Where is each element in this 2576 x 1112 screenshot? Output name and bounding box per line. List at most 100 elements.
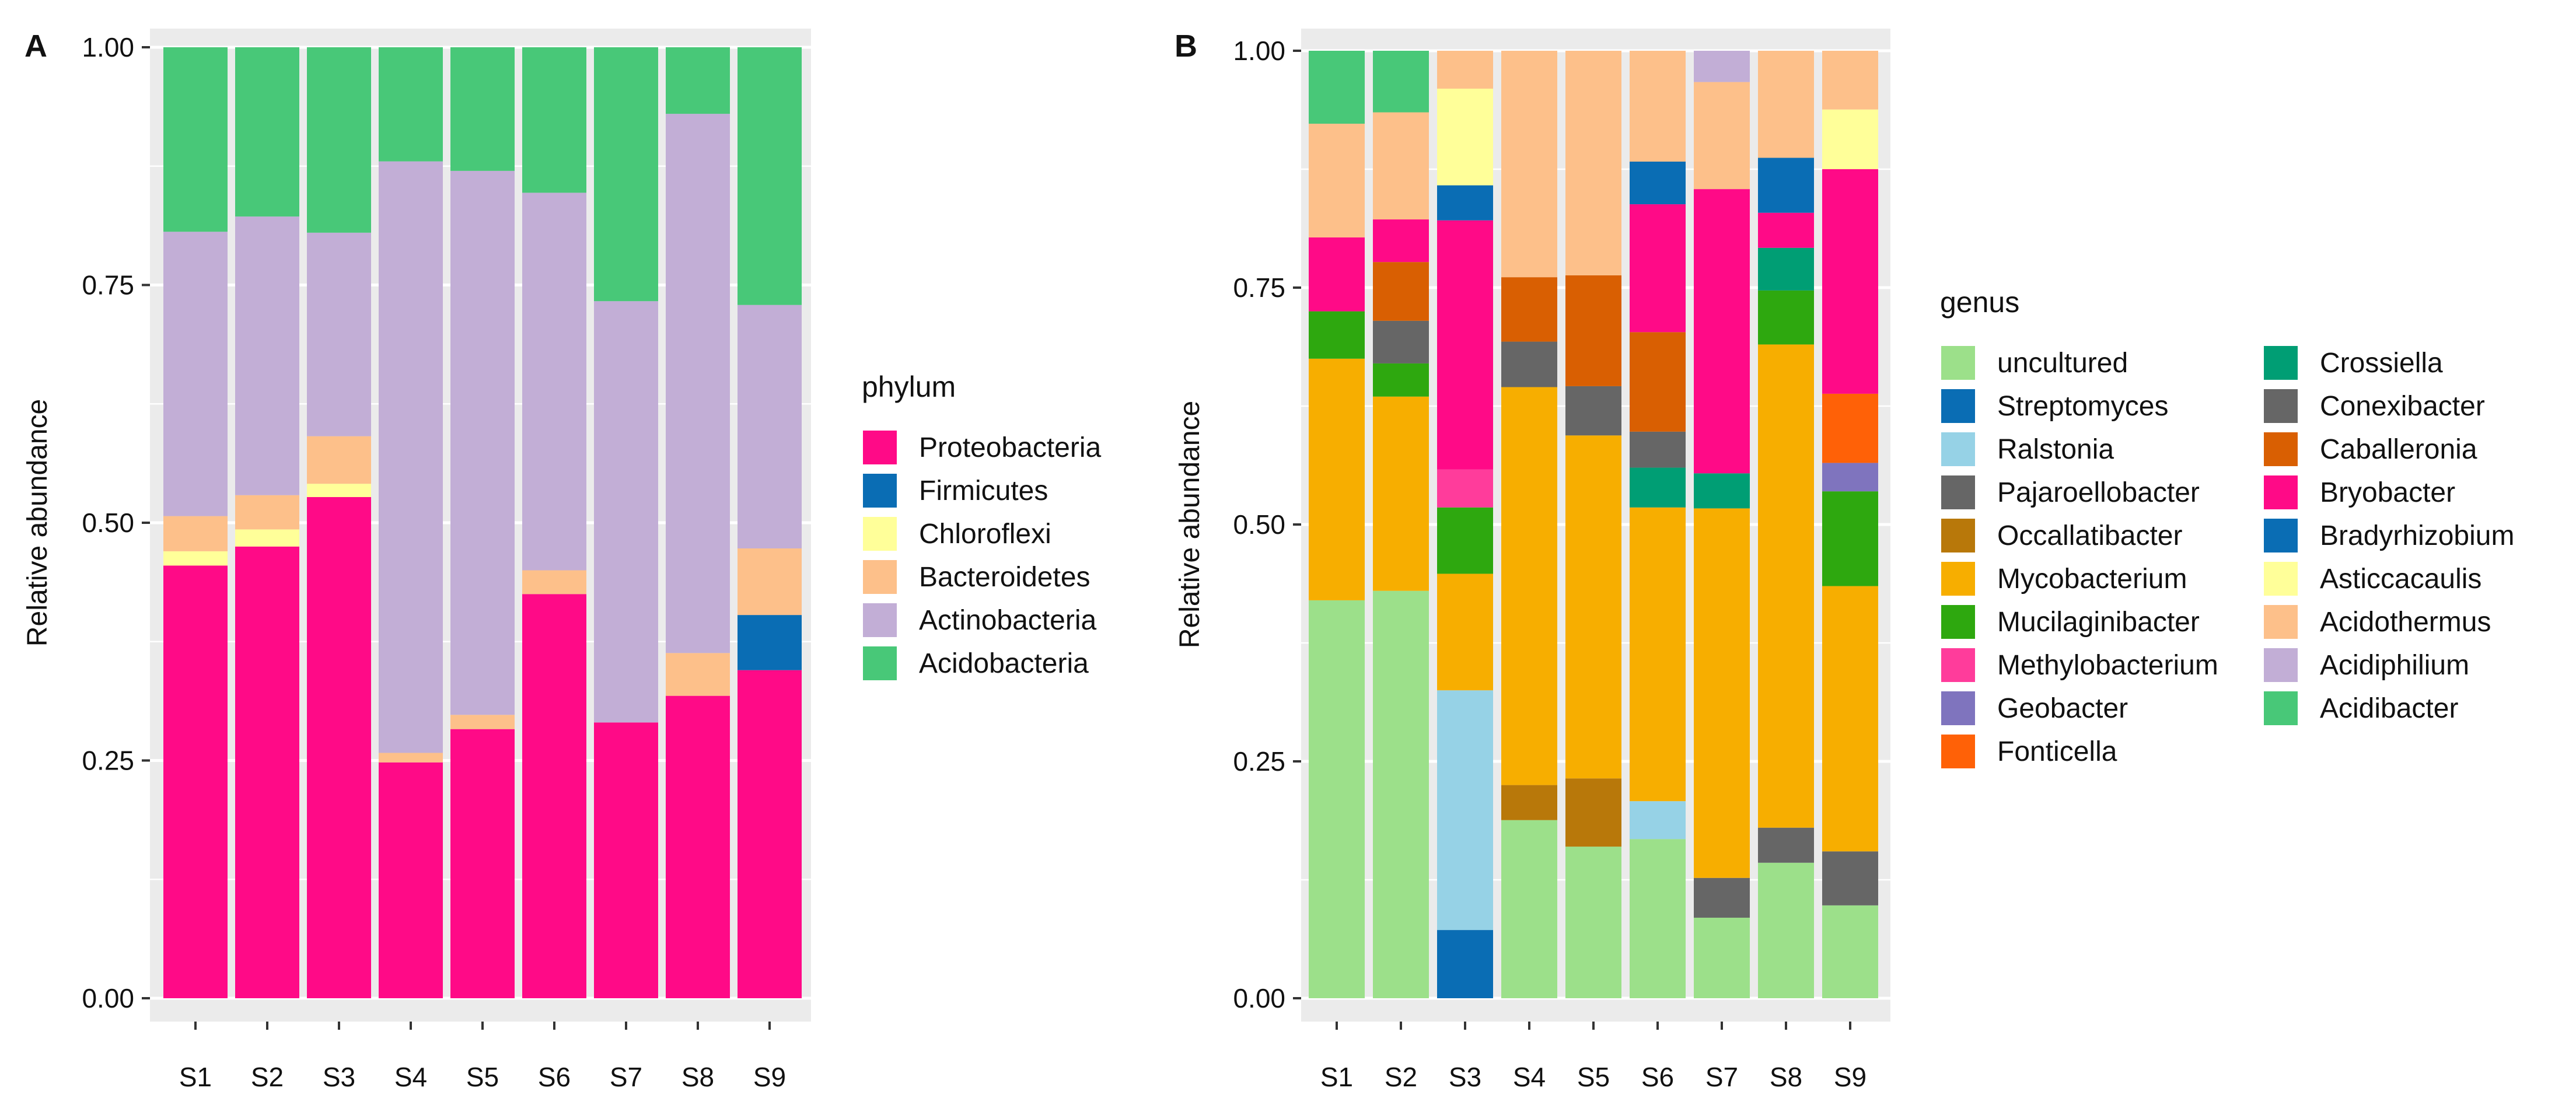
panel-a-bar-s2-chloroflexi	[235, 529, 299, 547]
panel-a-x-tick-label: S9	[753, 1062, 786, 1092]
panel-b-legend-label: Acidothermus	[2320, 607, 2491, 638]
panel-b-bar-s2-bryobacter	[1373, 219, 1429, 263]
panel-b-bar-s4-conexibacter	[1501, 341, 1557, 387]
panel-a-bar-s1-chloroflexi	[163, 551, 228, 566]
panel-b-x-tick-label: S4	[1513, 1062, 1546, 1092]
panel-b-bar-s8-mycobacterium	[1758, 344, 1814, 828]
panel-b-bar-s6-bryobacter	[1630, 204, 1686, 333]
panel-a-y-tick-label: 0.75	[82, 270, 134, 300]
panel-a-bar-s3-chloroflexi	[307, 484, 371, 497]
panel-b-y-axis-title: Relative abundance	[1175, 401, 1205, 648]
panel-a-label: A	[25, 29, 47, 64]
panel-b-chart: S1 S2 S3 S4 S5 S6 S7 S8 S9 0.00 0.25 0.50 0.75 1.00 Re…	[1175, 29, 2514, 1092]
panel-b-legend-label: Mycobacterium	[1997, 564, 2187, 595]
panel-b-bar-s3-methylobacterium	[1437, 469, 1493, 508]
panel-b-y-tick-label: 0.50	[1233, 509, 1285, 540]
panel-a-chart: S1 S2 S3 S4 S5 S6 S7 S8 S9 0.00 0.25 0.50 0.75 1.00 Re…	[22, 29, 1101, 1092]
panel-b-legend-swatch	[2264, 475, 2298, 509]
panel-b-legend-swatch	[1941, 735, 1975, 768]
panel-a-bar-s1-proteobacteria	[163, 565, 228, 998]
panel-a-bar-s2-acidobacteria	[235, 47, 299, 217]
panel-b-y-tick-label: 0.25	[1233, 746, 1285, 777]
panel-b-x-tick-label: S9	[1834, 1062, 1867, 1092]
panel-a-bar-s4-bacteroidetes	[379, 753, 443, 763]
panel-b-bar-s5-occallatibacter	[1565, 778, 1621, 847]
panel-b-bar-s9-geobacter	[1822, 463, 1878, 492]
panel-b-x-tick-label: S7	[1705, 1062, 1738, 1092]
panel-b-bar-s8-bryobacter	[1758, 212, 1814, 248]
panel-b-bar-s9-bryobacter	[1822, 169, 1878, 394]
panel-b-bar-s3-mycobacterium	[1437, 574, 1493, 691]
panel-b-legend-swatch	[1941, 346, 1975, 380]
panel-b-bar-s3-streptomyces	[1437, 930, 1493, 998]
panel-a-legend-swatch	[863, 474, 897, 508]
panel-a-legend-swatch	[863, 560, 897, 594]
panel-b-x-tick-label: S2	[1385, 1062, 1417, 1092]
panel-b-bar-s6-uncultured	[1630, 839, 1686, 998]
panel-a-bar-s6-proteobacteria	[522, 594, 586, 998]
panel-a-bar-s6-actinobacteria	[522, 193, 586, 571]
panel-a-bar-s2-actinobacteria	[235, 216, 299, 495]
panel-b-x-tick-label: S1	[1320, 1062, 1353, 1092]
panel-b-legend-swatch	[1941, 562, 1975, 596]
panel-b-bar-s2-acidothermus	[1373, 112, 1429, 220]
panel-b-bar-s7-acidiphilium	[1694, 51, 1750, 82]
panel-b-bar-s3-acidothermus	[1437, 51, 1493, 89]
panel-b-bar-s4-caballeronia	[1501, 277, 1557, 342]
panel-b-legend-swatch	[1941, 432, 1975, 466]
panel-a-legend-label: Firmicutes	[919, 475, 1048, 506]
panel-b-legend-label: Geobacter	[1997, 693, 2128, 724]
panel-a-bar-s7-actinobacteria	[594, 301, 658, 723]
panel-b-legend-swatch	[2264, 389, 2298, 423]
panel-b-bar-s3-bradyrhizobium	[1437, 185, 1493, 221]
panel-b-legend-swatch	[2264, 691, 2298, 725]
panel-b-x-tick-label: S3	[1449, 1062, 1481, 1092]
panel-a-bar-s8-proteobacteria	[666, 695, 730, 998]
panel-a-bar-s1-acidobacteria	[163, 47, 228, 232]
panel-a-x-tick-label: S5	[466, 1062, 499, 1092]
panel-a-bar-s5-proteobacteria	[450, 729, 515, 998]
panel-b-bar-s7-bryobacter	[1694, 189, 1750, 474]
panel-b-legend-label: Crossiella	[2320, 348, 2443, 379]
panel-a-legend-label: Bacteroidetes	[919, 562, 1090, 593]
panel-b-x-tick-label: S6	[1641, 1062, 1674, 1092]
panel-b-bar-s8-crossiella	[1758, 247, 1814, 291]
panel-a-bar-s3-bacteroidetes	[307, 436, 371, 484]
panel-a-bar-s8-actinobacteria	[666, 114, 730, 653]
panel-a-bar-s8-bacteroidetes	[666, 653, 730, 696]
panel-a-y-tick-label: 1.00	[82, 32, 134, 62]
panel-a-bar-s2-bacteroidetes	[235, 495, 299, 530]
panel-b-legend-label: Acidiphilium	[2320, 650, 2469, 681]
panel-a-bar-s9-proteobacteria	[738, 670, 802, 998]
panel-b-bar-s3-ralstonia	[1437, 690, 1493, 931]
panel-b-bar-s3-asticcacaulis	[1437, 88, 1493, 186]
panel-a-legend-label: Proteobacteria	[919, 432, 1101, 463]
panel-a-legend-swatch	[863, 603, 897, 637]
panel-b-legend-swatch	[1941, 519, 1975, 552]
panel-a-bar-s5-bacteroidetes	[450, 715, 515, 729]
panel-b-bar-s9-mucilaginibacter	[1822, 491, 1878, 586]
panel-a-bar-s8-acidobacteria	[666, 47, 730, 114]
panel-b-label: B	[1175, 29, 1197, 64]
panel-b-bar-s1-acidothermus	[1309, 124, 1365, 237]
panel-b-bar-s8-pajaroellobacter	[1758, 827, 1814, 863]
panel-a-bar-s9-bacteroidetes	[738, 548, 802, 616]
panel-a-bar-s4-actinobacteria	[379, 161, 443, 753]
panel-b-legend-label: Methylobacterium	[1997, 650, 2218, 681]
panel-b-legend-label: Mucilaginibacter	[1997, 607, 2200, 638]
panel-b-legend-title: genus	[1940, 286, 2019, 319]
panel-b-bar-s9-pajaroellobacter	[1822, 851, 1878, 905]
panel-a-legend-title: phylum	[862, 370, 956, 403]
panel-a-legend-label: Chloroflexi	[919, 519, 1051, 550]
panel-a-bar-s6-acidobacteria	[522, 47, 586, 193]
panel-b-bar-s7-mycobacterium	[1694, 508, 1750, 878]
panel-b-bar-s1-bryobacter	[1309, 237, 1365, 312]
panel-b-bar-s7-pajaroellobacter	[1694, 877, 1750, 918]
panel-b-bar-s5-mycobacterium	[1565, 435, 1621, 779]
panel-b-bar-s2-mucilaginibacter	[1373, 363, 1429, 397]
panel-a-bar-s3-acidobacteria	[307, 47, 371, 233]
panel-b-bar-s6-mycobacterium	[1630, 507, 1686, 802]
panel-b-bar-s1-acidibacter	[1309, 51, 1365, 124]
panel-a-legend-label: Actinobacteria	[919, 605, 1096, 636]
panel-b-legend-swatch	[1941, 605, 1975, 639]
